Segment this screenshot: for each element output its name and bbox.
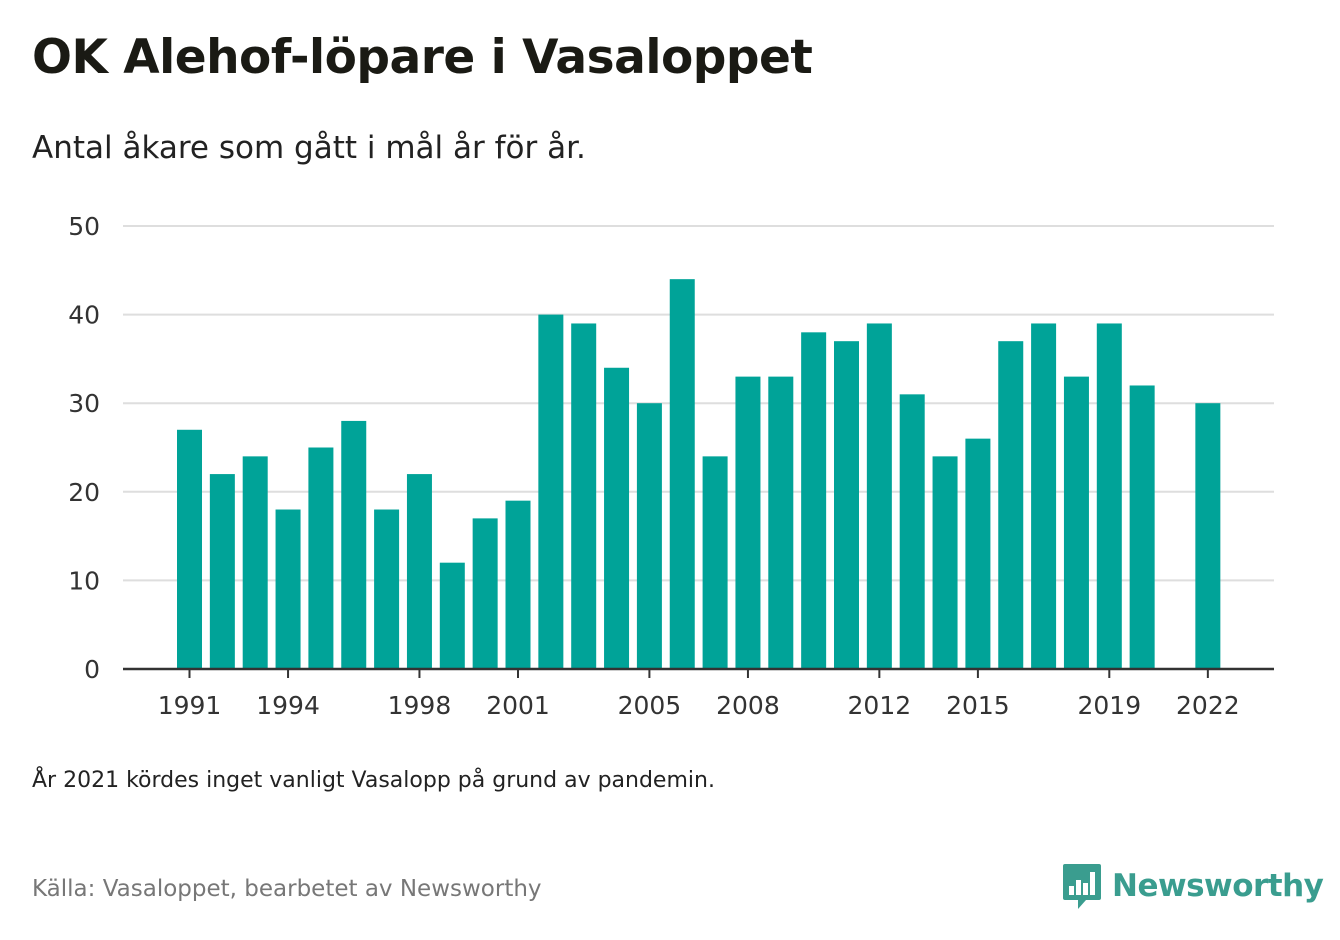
bar-1993	[242, 456, 268, 669]
bar-1994	[275, 509, 301, 669]
bar-1996	[341, 420, 367, 669]
x-tick-label: 2015	[946, 691, 1010, 720]
bar-1998	[406, 474, 432, 669]
newsworthy-logo-icon	[1063, 864, 1101, 909]
x-tick-label: 1998	[388, 691, 452, 720]
bar-2012	[866, 323, 892, 669]
x-tick-label: 2019	[1077, 691, 1141, 720]
y-tick-label: 50	[68, 212, 100, 241]
y-tick-label: 10	[68, 566, 100, 595]
x-axis-ticks: 1991 1994 1998 2001 2005 2008 2012 2015 2019 2022	[158, 669, 1240, 720]
bar-2016	[998, 341, 1024, 669]
brand-logo: Newsworthy	[1062, 862, 1324, 910]
bar-2008	[735, 376, 761, 669]
y-tick-label: 20	[68, 478, 100, 507]
y-tick-label: 40	[68, 301, 100, 330]
bar-2019	[1096, 323, 1122, 669]
bar-2009	[768, 376, 794, 669]
x-tick-label: 2008	[716, 691, 780, 720]
bar-2002	[538, 314, 564, 669]
bar-2005	[636, 403, 662, 669]
bar-2001	[505, 500, 531, 669]
bar-2011	[834, 341, 859, 669]
x-tick-label: 1991	[158, 691, 222, 720]
bar-2006	[669, 279, 695, 669]
bar-1991	[177, 429, 202, 669]
source-text: Källa: Vasaloppet, bearbetet av Newswort…	[32, 876, 542, 902]
bar-2018	[1063, 376, 1089, 669]
chart-title: OK Alehof-löpare i Vasaloppet	[32, 30, 813, 85]
bar-2004	[604, 367, 630, 669]
footnote: År 2021 kördes inget vanligt Vasalopp på…	[32, 768, 715, 793]
y-axis-ticks: 0 10 20 30 40 50	[68, 212, 100, 684]
bar-1995	[308, 447, 334, 669]
x-tick-label: 2022	[1176, 691, 1240, 720]
y-tick-label: 0	[84, 655, 100, 684]
bar-chart: 0 10 20 30 40 50 1991 1994 1998 2001 2005 2008 2012…	[68, 212, 1274, 720]
bar-2020	[1129, 385, 1155, 669]
chart-subtitle: Antal åkare som gått i mål år för år.	[32, 130, 586, 166]
bar-2017	[1031, 323, 1057, 669]
brand-name: Newsworthy	[1112, 868, 1324, 904]
x-tick-label: 2005	[618, 691, 682, 720]
bar-1999	[439, 562, 465, 669]
bar-2000	[472, 518, 498, 669]
bars	[177, 279, 1221, 669]
bar-2022	[1195, 403, 1221, 669]
bar-2014	[932, 456, 958, 669]
bar-2015	[965, 438, 991, 669]
bar-1992	[209, 474, 235, 669]
x-tick-label: 2001	[486, 691, 550, 720]
y-tick-label: 30	[68, 389, 100, 418]
bar-2007	[702, 456, 728, 669]
bar-2013	[899, 394, 925, 669]
x-tick-label: 2012	[848, 691, 912, 720]
bar-1997	[374, 509, 400, 669]
bar-2003	[571, 323, 597, 669]
bar-2010	[801, 332, 827, 669]
x-tick-label: 1994	[256, 691, 320, 720]
